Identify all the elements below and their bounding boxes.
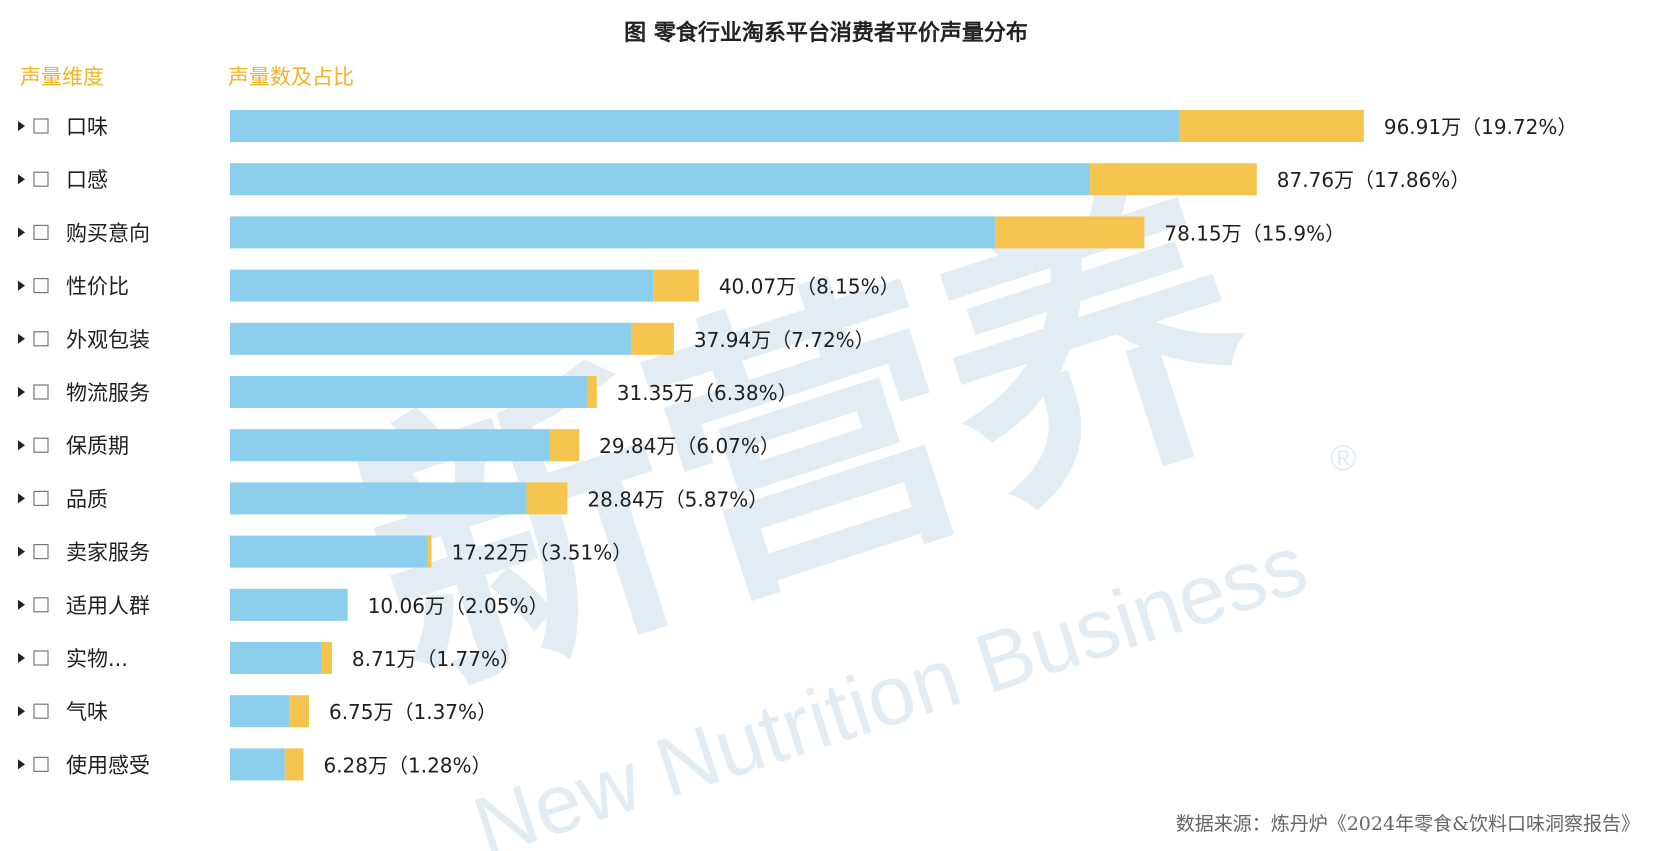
triangle-right-icon[interactable]	[18, 759, 25, 770]
triangle-right-icon[interactable]	[18, 387, 25, 397]
bar-segment-highlight	[549, 429, 580, 462]
bar-segment-base	[230, 588, 348, 621]
category-label: 保质期	[66, 434, 129, 458]
bar-row: 保质期 29.84万（6.07%）	[18, 429, 780, 462]
bar-segment-base	[230, 376, 588, 408]
checkbox-icon[interactable]	[33, 437, 49, 453]
data-label: 31.35万（6.38%）	[617, 381, 798, 405]
category-label: 实物...	[66, 647, 128, 671]
bar-rows: 口味 96.91万（19.72%） 口感 87.76万（17.86%） 购买意向 78.1…	[18, 110, 1577, 781]
category-label: 物流服务	[66, 381, 150, 405]
checkbox-icon[interactable]	[33, 384, 49, 400]
data-label: 17.22万（3.51%）	[451, 541, 632, 565]
bar-segment-base	[230, 110, 1180, 142]
category-label: 使用感受	[66, 753, 150, 777]
bar-segment-highlight	[587, 376, 597, 408]
data-label: 6.28万（1.28%）	[323, 753, 491, 777]
bar-segment-base	[230, 482, 527, 515]
bar-segment-highlight	[995, 216, 1145, 249]
triangle-right-icon[interactable]	[18, 333, 25, 344]
triangle-right-icon[interactable]	[18, 546, 25, 557]
checkbox-icon[interactable]	[33, 118, 49, 134]
triangle-right-icon[interactable]	[18, 280, 25, 291]
bar-segment-base	[230, 322, 632, 355]
bar-segment-highlight	[1179, 110, 1364, 142]
bar-segment-highlight	[526, 482, 568, 515]
bar-row: 气味 6.75万（1.37%）	[18, 695, 497, 728]
bar-segment-base	[230, 748, 285, 781]
bar-row: 口感 87.76万（17.86%）	[18, 163, 1471, 196]
bar-segment-base	[230, 429, 550, 462]
checkbox-icon[interactable]	[33, 171, 49, 187]
data-label: 40.07万（8.15%）	[719, 275, 900, 299]
triangle-right-icon[interactable]	[18, 121, 25, 131]
data-label: 28.84万（5.87%）	[587, 487, 768, 511]
data-label: 96.91万（19.72%）	[1384, 115, 1578, 139]
triangle-right-icon[interactable]	[18, 227, 25, 238]
bar-segment-highlight	[427, 535, 432, 568]
bar-row: 适用人群 10.06万（2.05%）	[18, 588, 549, 621]
bar-row: 实物... 8.71万（1.77%）	[18, 642, 520, 674]
data-label: 87.76万（17.86%）	[1277, 168, 1471, 192]
category-label: 购买意向	[66, 221, 150, 245]
category-label: 品质	[66, 487, 108, 511]
data-label: 6.75万（1.37%）	[329, 700, 497, 724]
checkbox-icon[interactable]	[33, 703, 49, 719]
triangle-right-icon[interactable]	[18, 493, 25, 504]
triangle-right-icon[interactable]	[18, 599, 25, 610]
chart-title: 图 零食行业淘系平台消费者平价声量分布	[624, 20, 1028, 46]
triangle-right-icon[interactable]	[18, 440, 25, 451]
data-label: 37.94万（7.72%）	[694, 328, 875, 352]
bar-segment-base	[230, 642, 322, 674]
bar-row: 口味 96.91万（19.72%）	[18, 110, 1577, 142]
category-label: 口味	[66, 115, 108, 139]
category-label: 适用人群	[66, 594, 150, 618]
bar-row: 卖家服务 17.22万（3.51%）	[18, 535, 632, 568]
bar-segment-base	[230, 269, 654, 302]
bar-row: 物流服务 31.35万（6.38%）	[18, 376, 798, 408]
checkbox-icon[interactable]	[33, 756, 49, 773]
bar-segment-highlight	[321, 642, 332, 674]
data-label: 78.15万（15.9%）	[1164, 221, 1345, 245]
value-header: 声量数及占比	[228, 65, 354, 89]
bar-segment-highlight	[1090, 163, 1257, 196]
data-label: 8.71万（1.77%）	[352, 647, 520, 671]
triangle-right-icon[interactable]	[18, 174, 25, 185]
bar-row: 购买意向 78.15万（15.9%）	[18, 216, 1345, 249]
checkbox-icon[interactable]	[33, 597, 49, 613]
checkbox-icon[interactable]	[33, 543, 49, 560]
category-label: 口感	[66, 168, 108, 192]
bar-segment-highlight	[284, 748, 304, 781]
category-label: 性价比	[66, 275, 129, 299]
dimension-header: 声量维度	[20, 65, 104, 89]
category-label: 气味	[66, 700, 108, 724]
category-label: 卖家服务	[66, 541, 150, 565]
bar-segment-highlight	[653, 269, 699, 302]
triangle-right-icon[interactable]	[18, 706, 25, 717]
checkbox-icon[interactable]	[33, 331, 49, 347]
bar-segment-base	[230, 163, 1091, 196]
checkbox-icon[interactable]	[33, 650, 49, 666]
bar-row: 使用感受 6.28万（1.28%）	[18, 748, 492, 781]
bar-row: 品质 28.84万（5.87%）	[18, 482, 768, 515]
category-label: 外观包装	[66, 328, 150, 352]
bar-segment-base	[230, 695, 290, 728]
bar-segment-highlight	[289, 695, 309, 728]
bar-row: 外观包装 37.94万（7.72%）	[18, 322, 875, 355]
source-note: 数据来源：炼丹炉《2024年零食&饮料口味洞察报告》	[1176, 813, 1640, 835]
checkbox-icon[interactable]	[33, 278, 49, 294]
watermark-mark: ®	[1330, 437, 1357, 478]
triangle-right-icon[interactable]	[18, 653, 25, 663]
data-label: 29.84万（6.07%）	[599, 434, 780, 458]
checkbox-icon[interactable]	[33, 224, 49, 240]
bar-segment-highlight	[631, 322, 674, 355]
bar-row: 性价比 40.07万（8.15%）	[18, 269, 900, 302]
checkbox-icon[interactable]	[33, 490, 49, 506]
bar-segment-base	[230, 216, 996, 249]
data-label: 10.06万（2.05%）	[368, 594, 549, 618]
bar-segment-base	[230, 535, 428, 568]
